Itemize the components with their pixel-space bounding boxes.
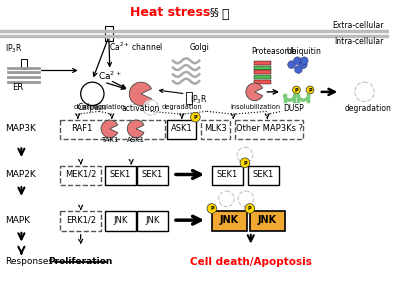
Bar (137, 211, 168, 231)
Circle shape (292, 86, 300, 94)
Text: Heat stress: Heat stress (130, 6, 210, 19)
Circle shape (81, 82, 104, 105)
Text: ASK1: ASK1 (171, 124, 193, 133)
Circle shape (190, 112, 200, 122)
Text: P: P (243, 161, 247, 166)
Text: IP$_3$R: IP$_3$R (190, 93, 207, 106)
Circle shape (294, 57, 301, 65)
Circle shape (245, 204, 255, 213)
Circle shape (237, 147, 253, 163)
Bar (186, 92, 192, 104)
Text: $\S\S$: $\S\S$ (209, 6, 220, 19)
Circle shape (294, 66, 302, 73)
Text: P: P (194, 115, 197, 120)
Text: JNK: JNK (258, 215, 277, 225)
Text: TAK1: TAK1 (101, 138, 118, 144)
Text: P: P (210, 206, 214, 211)
Text: Calpain: Calpain (78, 103, 107, 112)
Text: Intra-cellular: Intra-cellular (334, 37, 384, 46)
Bar (254, 75, 271, 79)
Bar (235, 120, 303, 139)
Text: activation: activation (122, 104, 160, 113)
Text: Responses: Responses (5, 257, 53, 266)
Bar (60, 211, 101, 231)
Text: MAPK: MAPK (5, 216, 30, 225)
Bar (254, 80, 271, 84)
Text: Proliferation: Proliferation (48, 257, 113, 266)
Bar (254, 66, 271, 70)
Bar (60, 166, 101, 185)
Bar (254, 70, 271, 74)
Wedge shape (129, 82, 152, 105)
Text: insolubilization: insolubilization (230, 104, 281, 110)
Bar (21, 59, 27, 69)
Wedge shape (101, 120, 118, 138)
Wedge shape (127, 120, 144, 138)
Circle shape (306, 86, 314, 94)
Text: Other MAP3Ks ?: Other MAP3Ks ? (236, 124, 303, 133)
Circle shape (219, 191, 234, 206)
Bar (105, 211, 136, 231)
Text: MLK3: MLK3 (204, 124, 227, 133)
Text: JNK: JNK (146, 216, 160, 225)
Circle shape (238, 191, 254, 206)
Text: SEK1: SEK1 (142, 170, 163, 179)
Text: degradation: degradation (345, 104, 392, 113)
Bar (212, 166, 243, 185)
Circle shape (288, 61, 296, 69)
Text: ER: ER (12, 82, 23, 92)
Bar (105, 26, 113, 41)
Bar (201, 120, 230, 139)
Text: P: P (248, 206, 252, 211)
Text: MEK1/2: MEK1/2 (65, 170, 96, 179)
Text: degradation: degradation (161, 104, 202, 110)
Bar (60, 120, 165, 139)
Text: MAP2K: MAP2K (5, 170, 36, 179)
Circle shape (143, 100, 158, 115)
Bar (250, 211, 285, 231)
Text: JNK: JNK (220, 215, 239, 225)
Text: SEK1: SEK1 (110, 170, 131, 179)
Text: P: P (295, 88, 298, 93)
Text: ASK1: ASK1 (127, 138, 145, 144)
Bar (248, 166, 279, 185)
Circle shape (299, 61, 307, 69)
Text: DUSP: DUSP (283, 104, 304, 113)
Text: Cell death/Apoptosis: Cell death/Apoptosis (190, 257, 312, 267)
Circle shape (355, 82, 374, 101)
Text: downregulation: downregulation (73, 104, 125, 110)
Bar (212, 211, 247, 231)
Bar (105, 166, 136, 185)
Text: SEK1: SEK1 (217, 170, 238, 179)
Text: RAF1: RAF1 (71, 124, 92, 133)
Bar (254, 61, 271, 65)
Text: P: P (308, 88, 312, 93)
Text: SEK1: SEK1 (253, 170, 274, 179)
Text: JNK: JNK (113, 216, 128, 225)
Circle shape (207, 204, 217, 213)
Text: IP$_3$R: IP$_3$R (5, 43, 22, 55)
Text: MAP3K: MAP3K (5, 124, 36, 133)
Text: Ca$^{2+}$: Ca$^{2+}$ (98, 69, 122, 82)
Circle shape (240, 158, 250, 168)
Text: 🌡: 🌡 (222, 8, 229, 20)
Text: ERK1/2: ERK1/2 (66, 216, 96, 225)
Bar (167, 120, 196, 139)
Circle shape (300, 57, 308, 65)
Text: Extra-cellular: Extra-cellular (332, 21, 384, 30)
Text: Proteasome: Proteasome (251, 47, 296, 56)
Text: Golgi: Golgi (190, 43, 210, 52)
Bar (137, 166, 168, 185)
Text: Ca$^{2+}$ channel: Ca$^{2+}$ channel (109, 41, 163, 53)
Text: Ubiquitin: Ubiquitin (287, 47, 322, 56)
Wedge shape (246, 83, 262, 101)
